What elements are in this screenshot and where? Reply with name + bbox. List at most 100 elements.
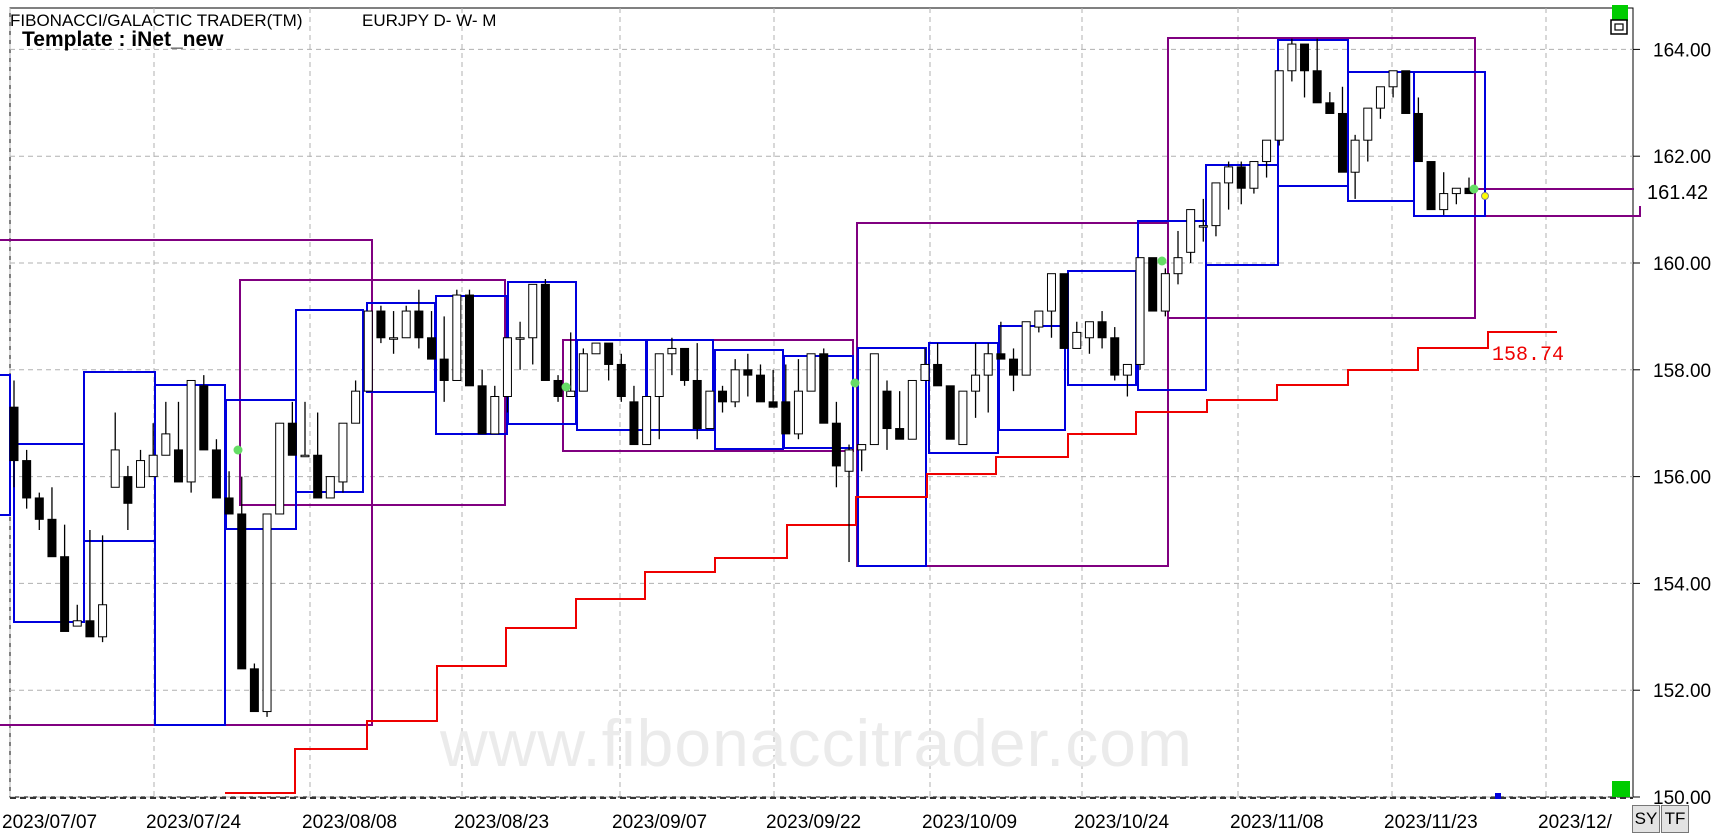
y-tick-label: 164.00 xyxy=(1653,40,1711,61)
candle-body xyxy=(237,513,247,670)
candle-body xyxy=(1173,257,1183,275)
x-tick-label: 2023/08/08 xyxy=(302,812,397,832)
candle-body xyxy=(427,337,437,360)
template-label: Template : iNet_new xyxy=(22,28,224,51)
bottom-status-indicator xyxy=(1612,781,1630,797)
top-status-indicator xyxy=(1612,5,1628,21)
candle-body xyxy=(515,337,525,340)
candle-body xyxy=(1413,112,1423,163)
sy-button[interactable]: SY xyxy=(1632,805,1660,833)
candle-body xyxy=(502,337,512,398)
candle-body xyxy=(806,353,816,392)
candle-body xyxy=(857,444,867,451)
y-tick-label: 154.00 xyxy=(1653,574,1711,595)
candle-body xyxy=(730,369,740,403)
candle-body xyxy=(1388,70,1398,88)
candle-body xyxy=(325,476,335,499)
candle-body xyxy=(996,353,1006,360)
candle-body xyxy=(389,337,399,340)
y-tick-label: 156.00 xyxy=(1653,468,1711,489)
candle-body xyxy=(831,422,841,467)
chart-title: FIBONACCI/GALACTIC TRADER(TM) xyxy=(10,11,303,30)
candle-body xyxy=(351,390,361,424)
swing-marker xyxy=(1469,184,1479,194)
watermark: www.fibonaccitrader.com xyxy=(440,706,1193,780)
candle-body xyxy=(528,283,538,339)
candle-body xyxy=(591,342,601,355)
current-bar-marker xyxy=(1481,192,1489,200)
candle-body xyxy=(1034,310,1044,328)
candle-body xyxy=(920,363,930,381)
candle-body xyxy=(680,347,690,381)
candle-body xyxy=(793,390,803,435)
candle-body xyxy=(1059,273,1069,349)
candle-body xyxy=(604,342,614,365)
candle-body xyxy=(882,390,892,430)
swing-marker xyxy=(1157,256,1167,266)
y-tick-label: 150.00 xyxy=(1653,788,1711,809)
last-price-label: 161.42 xyxy=(1647,182,1708,204)
candle-body xyxy=(148,454,158,478)
candle-body xyxy=(224,497,234,515)
candle-body xyxy=(781,401,791,435)
candle-body xyxy=(34,497,44,520)
x-tick-label: 2023/11/23 xyxy=(1384,812,1478,832)
candle-body xyxy=(1084,321,1094,339)
candle-body xyxy=(1148,257,1158,312)
candle-body xyxy=(211,449,221,499)
swing-marker xyxy=(850,378,860,388)
candle-body xyxy=(566,390,576,398)
candle-body xyxy=(667,347,677,355)
weekly-range-box xyxy=(857,347,927,567)
candle-body xyxy=(464,294,474,387)
candle-body xyxy=(945,385,955,440)
candle-body xyxy=(1009,358,1019,376)
candle-body xyxy=(452,294,462,381)
candle-body xyxy=(1337,112,1347,173)
maximize-icon xyxy=(1610,19,1628,35)
candle-body xyxy=(1211,182,1221,227)
x-tick-label: 2023/09/22 xyxy=(766,812,861,832)
candle-body xyxy=(161,433,171,456)
candle-body xyxy=(414,310,424,339)
candle-body xyxy=(743,369,753,376)
candle-body xyxy=(844,449,854,472)
swing-marker xyxy=(233,445,243,455)
candle-body xyxy=(1224,166,1234,184)
scroll-position-marker xyxy=(1495,793,1501,799)
candle-body xyxy=(1274,70,1284,141)
candle-body xyxy=(705,390,715,430)
candle-body xyxy=(540,283,550,381)
candle-body xyxy=(1350,139,1360,173)
candle-body xyxy=(249,668,259,713)
tf-button[interactable]: TF xyxy=(1661,805,1689,833)
candle-body xyxy=(338,422,348,483)
candle-body xyxy=(287,422,297,456)
candle-body xyxy=(1249,161,1259,189)
candle-body xyxy=(199,385,209,451)
candle-body xyxy=(72,620,82,627)
candle-body xyxy=(85,620,95,638)
candle-body xyxy=(1426,161,1436,211)
candle-body xyxy=(363,310,373,392)
maximize-icon-inner xyxy=(1614,23,1624,31)
candle-body xyxy=(123,476,133,504)
candle-body xyxy=(98,604,108,638)
candle-body xyxy=(1021,321,1031,376)
candle-body xyxy=(768,401,778,408)
candle-body xyxy=(401,310,411,339)
candle-body xyxy=(1375,86,1385,109)
candle-body xyxy=(22,460,32,499)
symbol-label: EURJPY D- W- M xyxy=(362,11,497,30)
candle-body xyxy=(755,374,765,403)
swing-marker xyxy=(561,382,571,392)
candle-body xyxy=(1097,321,1107,339)
candle-body xyxy=(553,379,563,398)
candle-body xyxy=(275,422,285,515)
candle-body xyxy=(869,353,879,446)
x-tick-label: 2023/09/07 xyxy=(612,812,707,832)
candle-body xyxy=(262,513,272,713)
candle-body xyxy=(933,363,943,387)
candle-body xyxy=(578,353,588,392)
